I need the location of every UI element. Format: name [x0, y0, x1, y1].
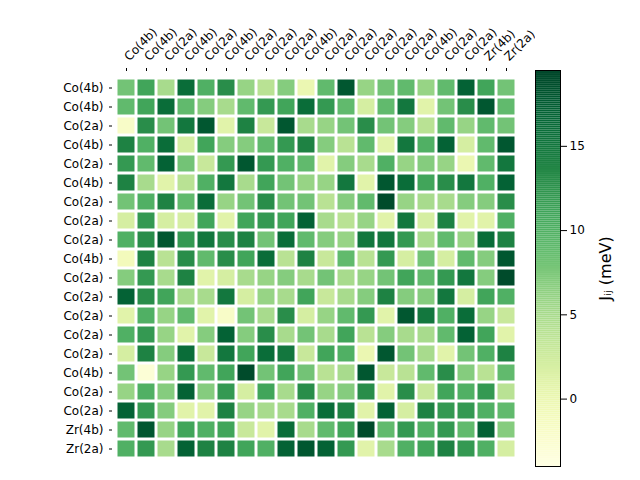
svg-text:Zr(4b): Zr(4b) — [66, 423, 104, 437]
svg-text:Co(2a): Co(2a) — [161, 25, 200, 64]
svg-text:Co(4b): Co(4b) — [63, 176, 103, 190]
svg-text:Co(2a): Co(2a) — [63, 271, 103, 285]
svg-text:Co(4b): Co(4b) — [221, 25, 260, 64]
svg-text:Co(4b): Co(4b) — [63, 100, 103, 114]
svg-text:Co(2a): Co(2a) — [341, 25, 380, 64]
svg-text:Co(4b): Co(4b) — [63, 366, 103, 380]
svg-text:Co(2a): Co(2a) — [63, 385, 103, 399]
svg-text:5: 5 — [570, 308, 578, 322]
svg-text:Co(2a): Co(2a) — [63, 157, 103, 171]
svg-text:Co(2a): Co(2a) — [63, 347, 103, 361]
svg-text:Co(2a): Co(2a) — [261, 25, 300, 64]
svg-text:Co(4b): Co(4b) — [63, 252, 103, 266]
svg-text:Co(4b): Co(4b) — [301, 25, 340, 64]
svg-text:Co(4b): Co(4b) — [63, 81, 103, 95]
svg-text:Co(2a): Co(2a) — [63, 328, 103, 342]
svg-text:Co(4b): Co(4b) — [181, 25, 220, 64]
svg-text:Co(2a): Co(2a) — [461, 25, 500, 64]
svg-text:Co(2a): Co(2a) — [63, 119, 103, 133]
svg-text:Co(4b): Co(4b) — [63, 138, 103, 152]
svg-text:Co(2a): Co(2a) — [241, 25, 280, 64]
svg-text:Co(2a): Co(2a) — [63, 214, 103, 228]
svg-text:Co(4b): Co(4b) — [421, 25, 460, 64]
svg-text:Jᵢⱼ (meV): Jᵢⱼ (meV) — [596, 236, 615, 301]
svg-text:Co(2a): Co(2a) — [201, 25, 240, 64]
svg-text:Co(2a): Co(2a) — [441, 25, 480, 64]
svg-text:Co(2a): Co(2a) — [63, 309, 103, 323]
svg-text:Co(2a): Co(2a) — [63, 404, 103, 418]
svg-text:Co(4b): Co(4b) — [141, 25, 180, 64]
svg-text:0: 0 — [570, 392, 578, 406]
svg-text:Zr(2a): Zr(2a) — [66, 442, 104, 456]
svg-text:15: 15 — [570, 139, 585, 153]
svg-text:Co(2a): Co(2a) — [63, 233, 103, 247]
svg-text:Co(2a): Co(2a) — [281, 25, 320, 64]
svg-text:10: 10 — [570, 223, 585, 237]
svg-text:Co(2a): Co(2a) — [381, 25, 420, 64]
svg-text:Co(4b): Co(4b) — [121, 25, 160, 64]
svg-text:Co(2a): Co(2a) — [321, 25, 360, 64]
svg-text:Co(2a): Co(2a) — [401, 25, 440, 64]
svg-text:Zr(4b): Zr(4b) — [481, 26, 519, 64]
svg-text:Co(2a): Co(2a) — [63, 290, 103, 304]
svg-text:Co(2a): Co(2a) — [361, 25, 400, 64]
svg-text:Co(2a): Co(2a) — [63, 195, 103, 209]
svg-text:Zr(2a): Zr(2a) — [501, 27, 535, 63]
